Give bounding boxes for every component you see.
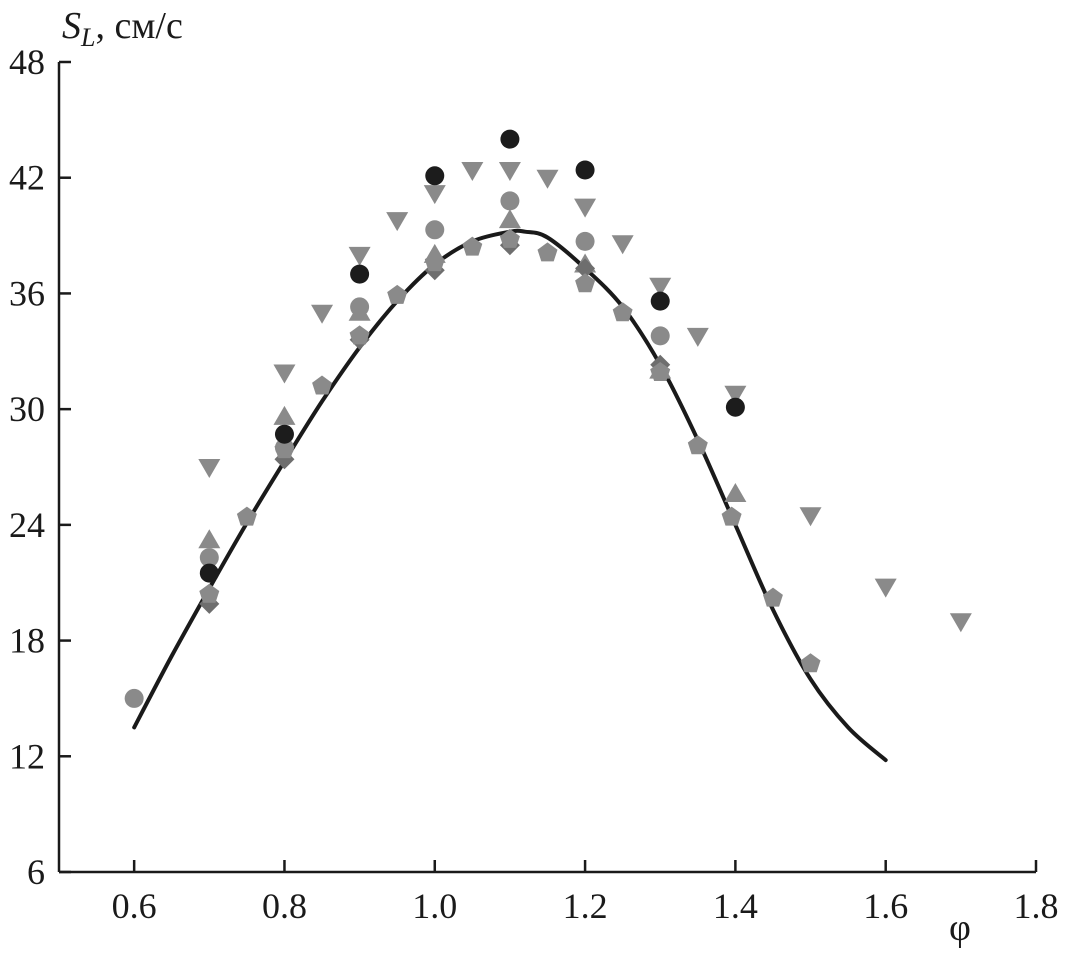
series-diamond (199, 235, 671, 614)
data-point-triangle-down (724, 385, 747, 405)
data-point-pentagon (575, 273, 596, 293)
data-point-triangle-down (273, 364, 296, 384)
y-tick-label: 42 (9, 158, 45, 198)
data-point-triangle-up (498, 209, 521, 229)
data-point-circle (199, 548, 219, 568)
data-point-pentagon (721, 506, 742, 526)
data-point-circle (425, 166, 445, 186)
axis-labels-layer: 0.6 0.8 1.0 1.2 1.4 1.6 1.8 6 12 18 24 30 36 42 48 SL, … (9, 5, 1059, 949)
data-point-circle (575, 160, 595, 180)
data-point-circle (350, 297, 370, 317)
x-tick-label: 1.8 (1014, 886, 1059, 926)
data-point-triangle-down (348, 246, 371, 266)
series-triangle-down (198, 162, 972, 633)
data-point-circle (575, 231, 595, 251)
data-point-circle (725, 397, 745, 417)
data-point-pentagon (199, 583, 220, 603)
axes (57, 60, 1038, 874)
x-tick-label: 1.0 (412, 886, 457, 926)
data-point-pentagon (312, 375, 332, 395)
data-point-circle (350, 264, 370, 284)
x-tick-label: 0.8 (262, 886, 307, 926)
data-point-triangle-up (198, 529, 221, 549)
data-point-triangle-up (273, 405, 296, 425)
data-point-pentagon (763, 587, 783, 607)
data-point-triangle-down (536, 169, 559, 189)
data-point-circle (199, 563, 219, 583)
y-tick-label: 18 (9, 621, 45, 661)
data-point-triangle-down (423, 185, 446, 205)
data-point-triangle-down (386, 212, 409, 232)
y-axis-title: SL, см/с (62, 5, 183, 52)
y-axis-subscript: L (80, 23, 95, 52)
series-pentagon (199, 228, 821, 673)
data-point-triangle-down (574, 198, 597, 218)
data-point-pentagon (499, 228, 520, 248)
x-tick-label: 0.6 (112, 886, 157, 926)
data-point-pentagon (424, 252, 445, 272)
y-tick-label: 48 (9, 42, 45, 82)
fit-curve (132, 228, 888, 763)
data-point-circle (500, 129, 520, 149)
y-axis-symbol: S (62, 5, 81, 47)
data-point-pentagon (537, 242, 558, 262)
data-point-pentagon (462, 236, 483, 256)
data-point-pentagon (800, 653, 821, 673)
y-tick-label: 30 (9, 389, 45, 429)
data-point-triangle-down (311, 304, 334, 324)
data-point-diamond (575, 258, 596, 279)
y-tick-label: 6 (27, 852, 45, 892)
data-point-triangle-down (649, 277, 672, 297)
x-tick-label: 1.6 (863, 886, 908, 926)
y-axis-unit: , см/с (95, 5, 182, 47)
data-point-circle (650, 326, 670, 346)
data-point-triangle-down (461, 162, 484, 181)
data-point-circle (650, 291, 670, 311)
x-axis-title: φ (949, 907, 971, 949)
data-point-pentagon (274, 439, 295, 459)
data-point-pentagon (650, 362, 671, 381)
y-tick-label: 36 (9, 273, 45, 313)
data-point-triangle-down (198, 459, 221, 478)
data-point-circle (425, 220, 445, 240)
data-point-triangle-down (611, 235, 634, 255)
data-points-layer (124, 129, 972, 708)
data-point-triangle-down (686, 327, 709, 347)
data-point-triangle-up (724, 483, 747, 502)
data-point-circle (124, 688, 144, 708)
data-point-circle (274, 424, 294, 444)
y-tick-label: 24 (9, 505, 45, 545)
data-point-triangle-down (949, 613, 972, 633)
data-point-pentagon (236, 506, 257, 526)
series-circle (199, 129, 745, 583)
data-point-pentagon (687, 435, 708, 455)
fit-curve-layer (132, 228, 888, 763)
data-point-triangle-down (498, 162, 521, 181)
data-point-pentagon (349, 325, 370, 345)
data-point-triangle-down (874, 578, 897, 598)
y-tick-label: 12 (9, 736, 45, 776)
data-point-pentagon (612, 302, 633, 322)
data-point-pentagon (387, 284, 408, 304)
x-tick-label: 1.4 (713, 886, 758, 926)
x-tick-label: 1.2 (563, 886, 608, 926)
data-point-circle (500, 191, 520, 211)
data-point-triangle-down (799, 507, 822, 527)
